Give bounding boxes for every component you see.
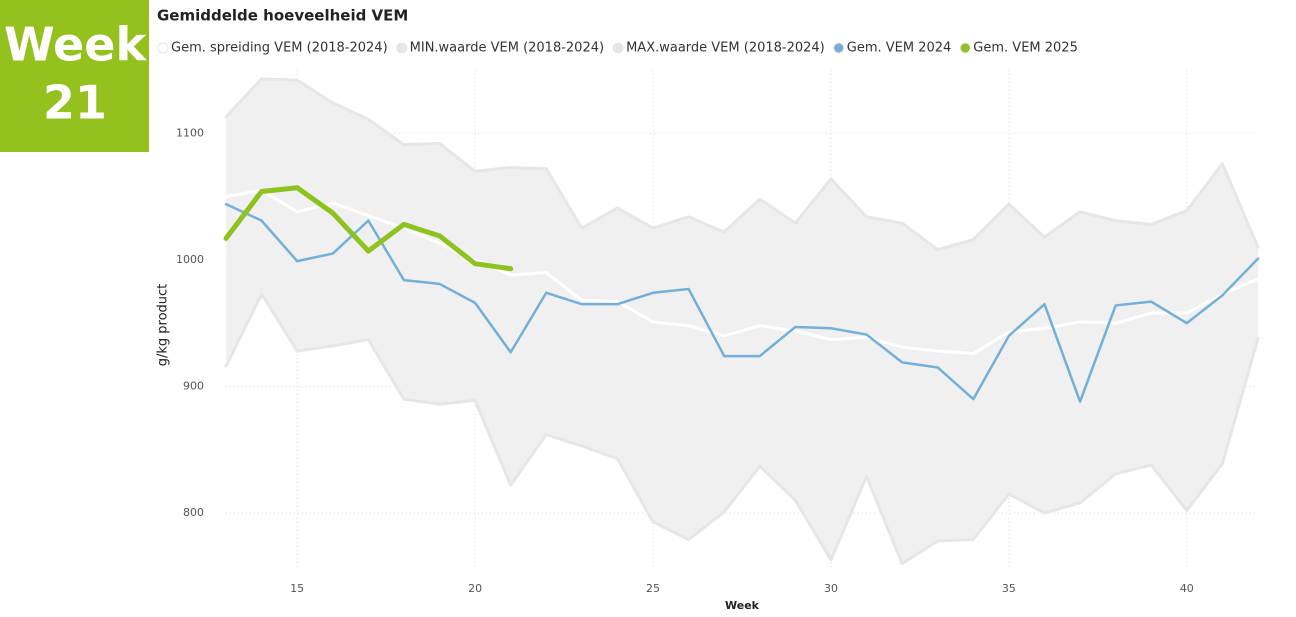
y-tick-label: 900: [183, 379, 204, 392]
x-tick-label: 35: [1002, 582, 1016, 595]
x-tick-label: 25: [646, 582, 660, 595]
legend-marker: [959, 42, 971, 54]
legend-label: Gem. VEM 2024: [847, 41, 952, 56]
legend-marker: [612, 42, 624, 54]
week-badge: [0, 0, 149, 152]
y-axis-label: g/kg product: [156, 284, 171, 367]
y-tick-label: 1100: [176, 126, 204, 139]
x-tick-label: 30: [824, 582, 838, 595]
legend-marker: [396, 42, 408, 54]
series-line: [224, 202, 1260, 403]
badge-number: 21: [43, 76, 107, 130]
legend-marker: [157, 42, 169, 54]
series-line: [224, 292, 1260, 566]
badge-label: Week: [4, 18, 147, 72]
legend-label: MIN.waarde VEM (2018-2024): [410, 41, 604, 56]
x-tick-label: 15: [290, 582, 304, 595]
x-axis-label: Week: [725, 599, 760, 612]
legend-marker: [833, 42, 845, 54]
x-tick-label: 40: [1180, 582, 1194, 595]
y-tick-label: 1000: [176, 253, 204, 266]
y-tick-label: 800: [183, 506, 204, 519]
chart-title: Gemiddelde hoeveelheid VEM: [157, 7, 408, 25]
series-line: [223, 185, 514, 272]
legend-label: MAX.waarde VEM (2018-2024): [626, 41, 825, 56]
legend-label: Gem. VEM 2025: [973, 41, 1078, 56]
legend-label: Gem. spreiding VEM (2018-2024): [171, 41, 388, 56]
range-band: [226, 78, 1258, 564]
x-tick-label: 20: [468, 582, 482, 595]
series-line: [224, 77, 1260, 252]
